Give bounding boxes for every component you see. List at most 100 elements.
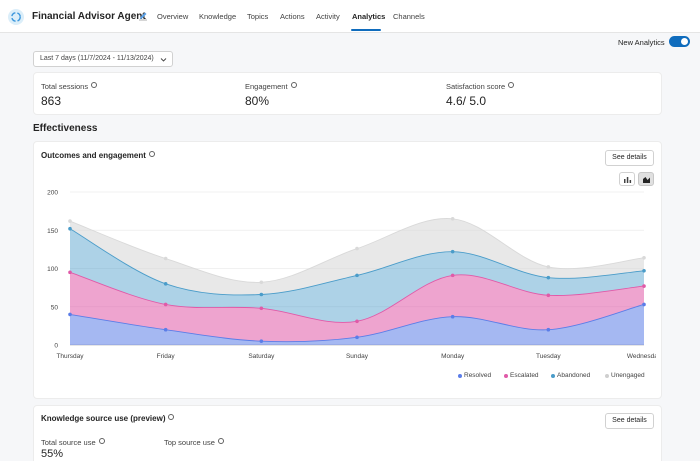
area-chart-icon (643, 177, 650, 183)
tab-analytics[interactable]: Analytics (352, 12, 386, 21)
date-range-value: Last 7 days (11/7/2024 - 11/13/2024) (40, 55, 154, 62)
y-tick-label: 200 (47, 190, 58, 197)
legend-dot-unengaged (605, 374, 609, 378)
x-tick-label: Saturday (248, 353, 275, 360)
point-abandoned (450, 249, 455, 254)
info-icon[interactable] (98, 438, 105, 444)
effectiveness-heading: Effectiveness (33, 123, 98, 134)
legend-dot-escalated (504, 374, 508, 378)
area-unengaged (70, 218, 644, 295)
point-unengaged (450, 216, 455, 221)
outcomes-engagement-title: Outcomes and engagement (41, 151, 155, 160)
point-abandoned (163, 282, 168, 286)
info-icon[interactable] (168, 414, 175, 420)
legend-abandoned-label: Abandoned (557, 372, 591, 379)
total-sessions-label-text: Total sessions (41, 82, 89, 91)
tab-topics[interactable]: Topics (247, 12, 269, 21)
point-escalated (546, 293, 551, 298)
legend-dot-abandoned (551, 374, 555, 378)
bar-chart-view-button[interactable] (619, 172, 635, 186)
point-unengaged (355, 246, 359, 251)
agent-title: Financial Advisor Agent (32, 11, 146, 22)
area-escalated (70, 272, 644, 342)
total-sessions-value: 863 (41, 94, 62, 108)
agent-logo-icon (8, 9, 24, 25)
knowledge-source-title-text: Knowledge source use (preview) (41, 414, 166, 423)
engagement-label: Engagement (245, 82, 297, 91)
point-escalated (259, 306, 264, 311)
point-resolved (68, 312, 72, 317)
legend-unengaged-label: Unengaged (611, 372, 645, 379)
knowledge-source-title: Knowledge source use (preview) (41, 414, 175, 423)
x-tick-label: Friday (157, 353, 176, 360)
active-tab-indicator (351, 29, 381, 31)
point-resolved (259, 339, 264, 343)
y-tick-label: 50 (51, 304, 59, 311)
point-escalated (68, 270, 72, 275)
new-analytics-toggle[interactable] (669, 36, 690, 47)
outcomes-engagement-title-text: Outcomes and engagement (41, 151, 146, 160)
total-source-use-value: 55% (41, 448, 64, 460)
engagement-value: 80% (245, 94, 270, 108)
legend-unengaged: Unengaged (605, 372, 645, 379)
point-escalated (163, 302, 168, 307)
x-tick-label: Tuesday (536, 353, 561, 360)
info-icon[interactable] (148, 151, 155, 157)
x-tick-label: Wednesday (627, 353, 656, 360)
area-resolved (70, 304, 644, 345)
point-unengaged (259, 280, 264, 285)
bar-chart-icon (624, 177, 632, 183)
toggle-knob (681, 38, 688, 45)
info-icon[interactable] (217, 438, 224, 444)
legend-dot-resolved (458, 374, 462, 378)
tab-overview[interactable]: Overview (157, 12, 189, 21)
info-icon[interactable] (290, 82, 297, 88)
satisfaction-score-label: Satisfaction score (446, 82, 515, 91)
chevron-down-icon (160, 58, 167, 62)
y-tick-label: 100 (47, 266, 58, 273)
x-tick-label: Monday (441, 353, 465, 360)
x-tick-label: Sunday (346, 353, 369, 360)
y-tick-label: 150 (47, 228, 58, 235)
point-abandoned (546, 275, 551, 280)
outcomes-area-chart: 0 50 100 150 200 Thursday Friday Saturday Sunday… (47, 190, 656, 361)
point-abandoned (642, 268, 646, 273)
total-source-use-label: Total source use (41, 438, 105, 447)
info-icon[interactable] (508, 82, 515, 88)
area-chart-view-button[interactable] (638, 172, 654, 186)
info-icon[interactable] (91, 82, 98, 88)
legend-escalated-label: Escalated (510, 372, 539, 379)
legend-resolved: Resolved (458, 372, 492, 379)
point-resolved (642, 302, 646, 307)
point-escalated (355, 319, 359, 324)
edit-icon[interactable] (138, 11, 148, 21)
total-sessions-label: Total sessions (41, 82, 98, 91)
x-tick-label: Thursday (56, 353, 84, 360)
satisfaction-score-label-text: Satisfaction score (446, 82, 506, 91)
tab-actions[interactable]: Actions (280, 12, 305, 21)
satisfaction-score-value: 4.6/ 5.0 (446, 94, 487, 108)
point-unengaged (642, 255, 646, 260)
point-escalated (450, 273, 455, 278)
point-unengaged (68, 219, 72, 223)
top-source-use-label: Top source use (164, 438, 224, 447)
knowledge-see-details-button[interactable]: See details (605, 413, 654, 429)
engagement-label-text: Engagement (245, 82, 288, 91)
top-nav-bar: Financial Advisor Agent Overview Knowled… (0, 0, 700, 33)
point-resolved (546, 327, 551, 332)
point-resolved (450, 314, 455, 319)
tab-activity[interactable]: Activity (316, 12, 340, 21)
point-unengaged (546, 265, 551, 269)
tab-knowledge[interactable]: Knowledge (199, 12, 237, 21)
knowledge-source-card (33, 405, 662, 461)
point-abandoned (259, 292, 264, 297)
legend-resolved-label: Resolved (464, 372, 492, 379)
tab-channels[interactable]: Channels (393, 12, 425, 21)
legend-abandoned: Abandoned (551, 372, 591, 379)
date-range-dropdown[interactable]: Last 7 days (11/7/2024 - 11/13/2024) (33, 51, 173, 67)
summary-metrics-card: Total sessions 863 Engagement 80% Satisf… (33, 72, 662, 115)
point-abandoned (68, 226, 72, 231)
top-source-use-label-text: Top source use (164, 438, 215, 447)
outcomes-see-details-button[interactable]: See details (605, 150, 654, 166)
point-resolved (355, 335, 359, 340)
